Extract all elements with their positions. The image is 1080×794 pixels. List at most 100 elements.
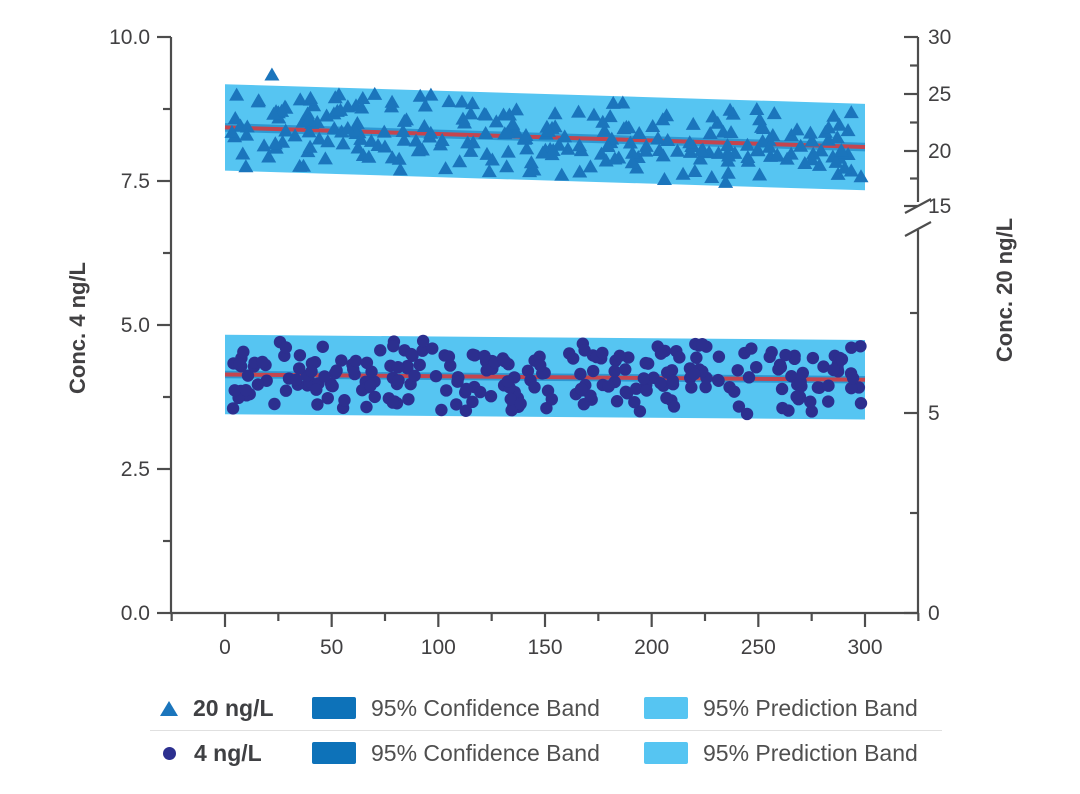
scatter-point: [517, 131, 533, 145]
y-left-tick-label: 2.5: [121, 458, 150, 481]
scatter-point: [696, 337, 709, 351]
scatter-point: [391, 361, 405, 374]
prediction-band-label: 95% Prediction Band: [703, 694, 918, 721]
scatter-point: [685, 116, 701, 130]
scatter-point: [383, 99, 399, 113]
scatter-point: [251, 378, 265, 391]
scatter-point: [311, 398, 324, 411]
legend-row-20ngl: 20 ng/L 95% Confidence Band 95% Predicti…: [150, 686, 942, 730]
scatter-point: [500, 144, 516, 158]
scatter-point: [731, 364, 744, 377]
scatter-point: [722, 102, 738, 116]
scatter-point: [386, 396, 400, 409]
y-right-tick-label: 15: [928, 195, 951, 218]
scatter-point: [831, 117, 847, 131]
scatter-point: [712, 374, 725, 387]
scatter-point: [547, 106, 563, 120]
scatter-point: [239, 127, 255, 141]
scatter-point: [572, 164, 588, 178]
legend-series-label: 4 ng/L: [194, 739, 262, 766]
scatter-point: [739, 137, 755, 151]
scatter-point: [835, 353, 849, 366]
scatter-point: [360, 400, 373, 414]
scatter-point: [621, 120, 637, 134]
scatter-point: [607, 151, 623, 165]
scatter-point: [459, 404, 473, 417]
scatter-point: [638, 143, 654, 157]
scatter-point: [474, 385, 487, 399]
scatter-point: [843, 105, 859, 119]
scatter-point: [353, 131, 369, 145]
scatter-point: [688, 367, 701, 381]
axis-break-slash: [904, 221, 932, 237]
scatter-point: [460, 382, 473, 396]
scatter-point: [374, 344, 387, 357]
scatter-point: [292, 362, 306, 375]
scatter-point: [438, 161, 454, 175]
scatter-point: [229, 87, 245, 101]
scatter-point: [481, 164, 497, 178]
prediction-band-swatch: [644, 742, 688, 764]
scatter-point: [752, 167, 768, 181]
scatter-point: [761, 139, 777, 153]
scatter-point: [376, 124, 392, 138]
scatter-point: [804, 395, 817, 408]
scatter-point: [355, 90, 371, 104]
scatter-point: [395, 123, 411, 137]
scatter-point: [456, 115, 472, 129]
scatter-point: [268, 397, 281, 411]
scatter-point: [416, 334, 430, 348]
scatter-point: [408, 133, 424, 147]
confidence-band-label: 95% Confidence Band: [371, 694, 600, 721]
scatter-point: [577, 398, 591, 411]
scatter-point: [488, 114, 504, 128]
scatter-point: [821, 120, 837, 134]
scatter-point: [613, 349, 626, 363]
scatter-point: [316, 340, 329, 354]
scatter-point: [429, 370, 443, 383]
scatter-point: [805, 405, 818, 418]
scatter-point: [310, 383, 323, 396]
scatter-point: [528, 381, 541, 394]
scatter-point: [669, 143, 685, 157]
scatter-point: [241, 369, 255, 382]
scatter-point: [426, 342, 439, 355]
scatter-point: [718, 174, 734, 188]
x-tick-label: 250: [741, 636, 776, 659]
scatter-point: [293, 349, 307, 362]
scatter-20-ng-l: [224, 67, 869, 188]
scatter-point: [628, 395, 641, 409]
scatter-point: [650, 131, 666, 145]
legend-circle-marker-icon: [163, 746, 176, 760]
scatter-point: [586, 364, 600, 378]
y-right-tick-label: 25: [928, 83, 951, 106]
scatter-point: [610, 395, 624, 408]
scatter-point: [238, 159, 254, 173]
scatter-point: [574, 367, 587, 381]
scatter-point: [789, 122, 805, 136]
scatter-point: [826, 108, 842, 122]
y-axis-right-title: Conc. 20 ng/L: [992, 217, 1017, 363]
prediction-band-label: 95% Prediction Band: [703, 739, 918, 766]
scatter-point: [660, 391, 673, 405]
scatter-point: [750, 360, 763, 374]
scatter-point: [278, 123, 294, 137]
scatter-point: [505, 116, 521, 130]
scatter-point: [330, 364, 343, 377]
scatter-point: [450, 398, 463, 411]
scatter-point: [640, 384, 653, 397]
scatter-point: [500, 125, 516, 139]
scatter-point: [224, 124, 240, 138]
scatter-point: [766, 106, 782, 120]
x-tick-label: 300: [847, 636, 882, 659]
scatter-point: [828, 154, 844, 168]
scatter-point: [854, 397, 868, 410]
scatter-point: [637, 372, 651, 385]
scatter-point: [750, 142, 766, 156]
scatter-point: [840, 123, 856, 137]
scatter-point: [796, 366, 809, 380]
scatter-point: [335, 354, 348, 367]
scatter-point: [745, 342, 758, 355]
scatter-point: [833, 143, 849, 157]
